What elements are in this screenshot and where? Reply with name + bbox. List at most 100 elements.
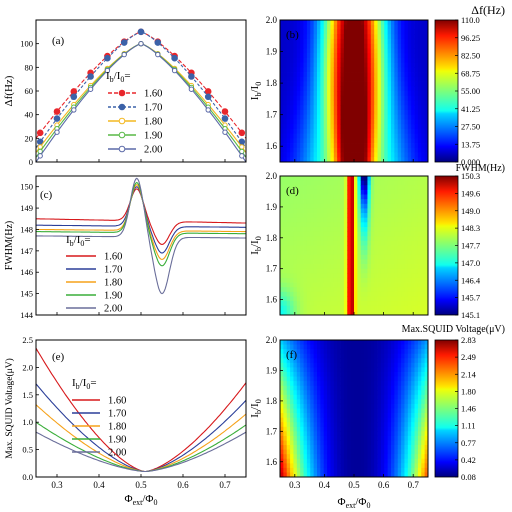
- heatmap-cell: [347, 86, 352, 92]
- heatmap-cell: [397, 105, 402, 111]
- heatmap-cell: [300, 349, 304, 355]
- heatmap-cell: [367, 417, 372, 423]
- heatmap-cell: [350, 109, 355, 116]
- heatmap-cell: [414, 399, 419, 405]
- heatmap-cell: [290, 189, 294, 195]
- heatmap-cell: [391, 344, 395, 350]
- heatmap-cell: [357, 349, 362, 355]
- heatmap-cell: [310, 259, 315, 265]
- heatmap-cell: [300, 264, 304, 270]
- heatmap-cell: [367, 259, 372, 265]
- heatmap-cell: [317, 349, 321, 355]
- heatmap-cell: [280, 310, 284, 316]
- heatmap-cell: [337, 440, 341, 446]
- heatmap-cell: [310, 180, 315, 186]
- heatmap-cell: [421, 394, 426, 400]
- heatmap-cell: [313, 128, 318, 134]
- heatmap-cell: [367, 57, 372, 63]
- heatmap-cell: [350, 472, 355, 478]
- heatmap-cell: [421, 268, 426, 274]
- heatmap-cell: [394, 390, 399, 396]
- data-point: [154, 39, 162, 46]
- heatmap-cell: [380, 463, 385, 469]
- heatmap-cell: [283, 381, 288, 387]
- heatmap-cell: [354, 340, 358, 345]
- heatmap-cell: [330, 287, 335, 293]
- heatmap-cell: [313, 236, 318, 242]
- heatmap-cell: [296, 109, 301, 116]
- heatmap-cell: [367, 34, 372, 40]
- heatmap-cell: [391, 20, 395, 26]
- heatmap-cell: [296, 152, 301, 158]
- heatmap-cell: [296, 185, 301, 191]
- heatmap-cell: [286, 203, 291, 209]
- heatmap-cell: [370, 353, 375, 359]
- heatmap-cell: [317, 194, 321, 200]
- heatmap-cell: [354, 287, 358, 293]
- heatmap-cell: [300, 213, 304, 219]
- legend-marker: [118, 103, 126, 111]
- heatmap-cell: [417, 133, 422, 139]
- heatmap-cell: [347, 431, 352, 437]
- heatmap-cell: [411, 67, 415, 73]
- heatmap-cell: [364, 385, 368, 391]
- heatmap-cell: [387, 399, 392, 405]
- heatmap-cell: [296, 62, 301, 68]
- heatmap-cell: [421, 463, 426, 469]
- heatmap-cell: [293, 109, 298, 116]
- heatmap-cell: [313, 67, 318, 73]
- heatmap-cell: [337, 394, 341, 400]
- heatmap-cell: [313, 245, 318, 251]
- heatmap-cell: [327, 431, 331, 437]
- heatmap-cell: [330, 138, 335, 144]
- heatmap-cell: [364, 138, 368, 144]
- heatmap-cell: [313, 119, 318, 125]
- heatmap-cell: [414, 305, 419, 311]
- heatmap-d: [280, 176, 429, 316]
- heatmap-cell: [370, 344, 375, 350]
- heatmap-cell: [296, 208, 301, 214]
- heatmap-cell: [343, 62, 348, 68]
- heatmap-cell: [300, 48, 304, 54]
- heatmap-cell: [417, 199, 422, 205]
- heatmap-cell: [387, 250, 392, 256]
- heatmap-cell: [380, 273, 385, 279]
- heatmap-cell: [357, 119, 362, 125]
- heatmap-cell: [411, 367, 415, 373]
- heatmap-cell: [333, 185, 338, 191]
- heatmap-cell: [337, 138, 341, 144]
- heatmap-cell: [401, 128, 405, 134]
- heatmap-cell: [337, 463, 341, 469]
- heatmap-cell: [293, 287, 298, 293]
- heatmap-cell: [411, 240, 415, 246]
- heatmap-cell: [313, 426, 318, 432]
- heatmap-cell: [414, 199, 419, 205]
- heatmap-cell: [367, 467, 372, 473]
- heatmap-cell: [411, 29, 415, 35]
- heatmap-cell: [313, 222, 318, 228]
- heatmap-cell: [424, 38, 429, 45]
- heatmap-cell: [424, 431, 429, 437]
- heatmap-cell: [384, 189, 389, 195]
- heatmap-cell: [350, 213, 355, 219]
- heatmap-cell: [421, 109, 426, 116]
- heatmap-cell: [387, 222, 392, 228]
- heatmap-cell: [300, 273, 304, 279]
- heatmap-cell: [360, 109, 365, 116]
- heatmap-cell: [337, 100, 341, 106]
- heatmap-cell: [320, 138, 325, 144]
- heatmap-cell: [337, 245, 341, 251]
- heatmap-cell: [404, 138, 409, 144]
- heatmap-cell: [313, 48, 318, 54]
- heatmap-cell: [306, 408, 311, 414]
- heatmap-cell: [350, 217, 355, 223]
- heatmap-cell: [296, 277, 301, 283]
- heatmap-cell: [357, 454, 362, 460]
- heatmap-cell: [333, 417, 338, 423]
- heatmap-cell: [303, 344, 308, 350]
- heatmap-cell: [417, 431, 422, 437]
- heatmap-cell: [280, 440, 284, 446]
- heatmap-cell: [401, 189, 405, 195]
- heatmap-cell: [320, 349, 325, 355]
- heatmap-cell: [364, 287, 368, 293]
